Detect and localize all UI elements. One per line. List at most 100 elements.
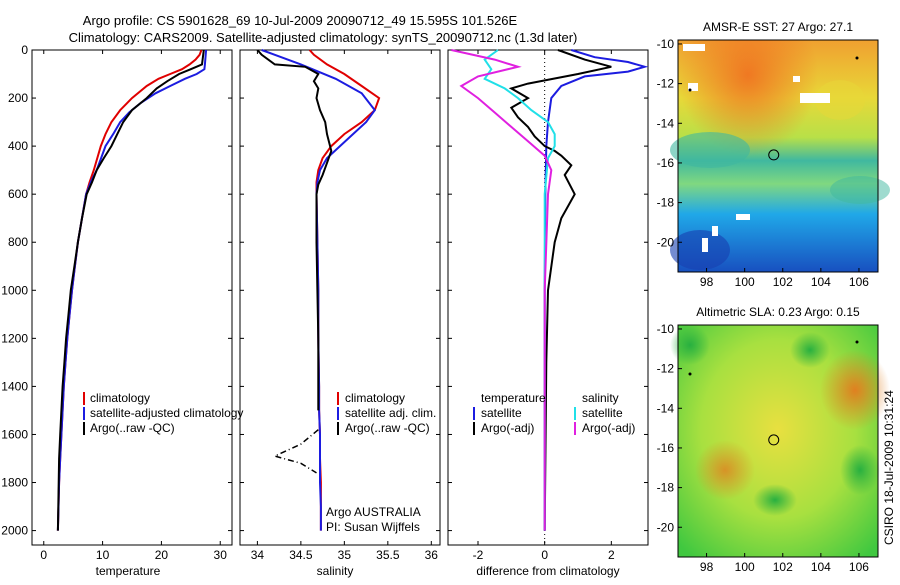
sla-map-title: Altimetric SLA: 0.23 Argo: 0.15 [696, 305, 860, 319]
sst-map-frame [677, 39, 879, 273]
sst-missing-data [688, 83, 698, 91]
lon-tick-label: 106 [849, 275, 869, 289]
salinity-lines [256, 49, 381, 531]
difference-x-axis: -2 0 2 [473, 50, 615, 562]
legend-label-sal-satellite: satellite [582, 406, 623, 420]
difference-panel: -2 0 2 difference from climatology tempera… [447, 49, 649, 578]
sla-heatmap-field [670, 325, 890, 557]
y-tick-label: 0 [21, 43, 28, 57]
temperature-lines [56, 49, 208, 531]
sst-missing-data [683, 44, 705, 51]
x-tick-label: 10 [96, 548, 110, 562]
argo-annotation-line-2: PI: Susan Wijffels [326, 520, 420, 534]
lon-tick-label: 100 [735, 275, 755, 289]
salinity-legend: climatology satellite adj. clim. Argo(..… [337, 391, 436, 435]
legend-heading-salinity: salinity [582, 391, 619, 405]
argo-annotation-line-1: Argo AUSTRALIA [326, 505, 421, 519]
difference-legend-temperature: temperature satellite Argo(-adj) [473, 391, 546, 435]
sst-map-title: AMSR-E SST: 27 Argo: 27.1 [703, 20, 853, 34]
lon-tick-label: 104 [811, 560, 831, 574]
sla-high-patch [820, 350, 890, 430]
argo-location-marker [768, 149, 780, 161]
sst-missing-data [736, 214, 750, 220]
sla-map-panel: Altimetric SLA: 0.23 Argo: 0.15 -10 -12 -1… [657, 305, 890, 574]
lon-tick-label: 100 [735, 560, 755, 574]
x-tick-label: 35.5 [376, 548, 400, 562]
temperature-x-label: temperature [96, 564, 161, 578]
salinity-x-label: salinity [317, 564, 354, 578]
legend-label-satellite: satellite adj. clim. [345, 406, 436, 420]
sla-low-patch [670, 325, 710, 365]
salinity-axes-box [239, 49, 441, 546]
sla-map-lon-axis: 98 100 102 104 106 [700, 553, 869, 574]
difference-legend-salinity: salinity satellite Argo(-adj) [574, 391, 635, 435]
series-line-satellite [56, 49, 208, 531]
temperature-axes-box [31, 49, 233, 546]
legend-heading-temperature: temperature [481, 391, 546, 405]
figure-title-line-1: Argo profile: CS 5901628_69 10-Jul-2009 … [83, 13, 518, 28]
y-tick-label: 800 [8, 235, 28, 249]
lat-tick-label: -12 [657, 362, 675, 376]
argo-location-marker [768, 434, 780, 446]
difference-x-label: difference from climatology [476, 564, 619, 578]
lat-tick-label: -18 [657, 196, 675, 210]
x-tick-label: 20 [155, 548, 169, 562]
lat-tick-label: -14 [657, 116, 675, 130]
y-tick-label: 1400 [1, 379, 28, 393]
lon-tick-label: 106 [849, 560, 869, 574]
depth-axis: 0 200 400 600 800 1000 1200 1400 1600 1800 2000 [1, 43, 232, 538]
legend-label-climatology: climatology [345, 391, 405, 405]
sst-missing-data [793, 76, 800, 82]
legend-label-argo: Argo(..raw -QC) [345, 421, 430, 435]
temperature-panel: 0 200 400 600 800 1000 1200 1400 1600 1800 2000 0 1… [1, 43, 243, 578]
sla-high-patch [695, 440, 755, 500]
lon-tick-label: 102 [773, 560, 793, 574]
figure-title-line-2: Climatology: CARS2009. Satellite-adjuste… [69, 30, 578, 45]
lat-tick-label: -18 [657, 481, 675, 495]
x-tick-label: 34.5 [289, 548, 313, 562]
sst-cool-band [670, 132, 750, 168]
sla-map-frame [677, 324, 879, 558]
lat-tick-label: -10 [657, 322, 675, 336]
series-line-argo-deep-dashed [272, 429, 319, 474]
lon-tick-label: 102 [773, 275, 793, 289]
island-dot [855, 56, 859, 60]
series-line-satellite [261, 49, 377, 531]
lat-tick-label: -12 [657, 77, 675, 91]
sst-map-lon-axis: 98 100 102 104 106 [700, 268, 869, 289]
y-tick-label: 600 [8, 187, 28, 201]
legend-label-satellite: satellite-adjusted climatology [90, 406, 243, 420]
sla-low-patch [790, 332, 830, 368]
series-line-temperature-satellite [543, 49, 649, 531]
sla-map-lat-axis: -10 -12 -14 -16 -18 -20 [657, 322, 682, 534]
legend-label-climatology: climatology [90, 391, 150, 405]
credit-text: CSIRO 18-Jul-2009 10:31:24 [882, 390, 896, 545]
lon-tick-label: 98 [700, 560, 714, 574]
legend-label-sal-argo: Argo(-adj) [582, 421, 635, 435]
x-tick-label: 0 [541, 548, 548, 562]
x-tick-label: 0 [40, 548, 47, 562]
y-tick-label: 1800 [1, 476, 28, 490]
lat-tick-label: -14 [657, 401, 675, 415]
sst-map-panel: AMSR-E SST: 27 Argo: 27.1 -10-12-14-16-1… [657, 20, 890, 289]
x-tick-label: 2 [608, 548, 615, 562]
lon-tick-label: 98 [700, 275, 714, 289]
x-tick-label: -2 [473, 548, 484, 562]
x-tick-label: 35 [338, 548, 352, 562]
series-line-salinity-argo [451, 49, 553, 531]
sst-warm-patch [815, 80, 865, 120]
legend-label-temp-argo: Argo(-adj) [481, 421, 534, 435]
x-tick-label: 30 [214, 548, 228, 562]
series-line-climatology [56, 49, 203, 531]
island-dot [688, 88, 692, 92]
lat-tick-label: -20 [657, 520, 675, 534]
legend-label-temp-satellite: satellite [481, 406, 522, 420]
series-line-salinity-satellite [483, 49, 556, 531]
sst-cool-band [830, 176, 890, 204]
y-tick-label: 1200 [1, 331, 28, 345]
sla-low-patch [840, 445, 880, 495]
lat-tick-label: -20 [657, 235, 675, 249]
sla-low-patch [753, 484, 797, 516]
series-line-argo [56, 49, 205, 531]
